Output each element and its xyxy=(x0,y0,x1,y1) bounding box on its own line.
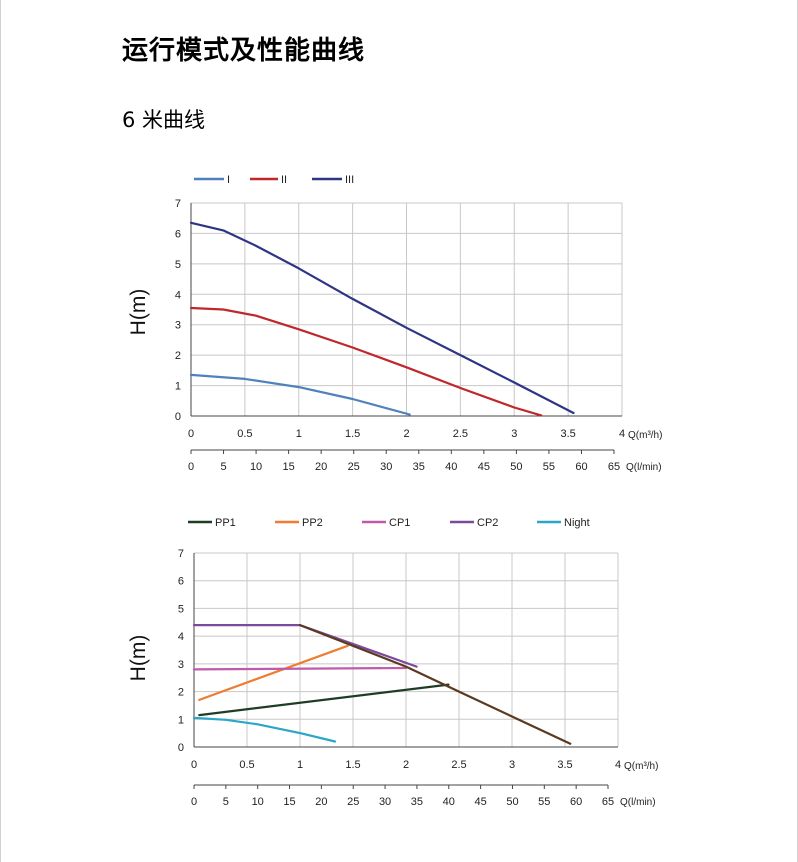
series-line xyxy=(198,644,349,701)
x-tick-label: 2.5 xyxy=(453,428,468,440)
series-line xyxy=(192,666,408,671)
x-tick-label: 0.5 xyxy=(237,428,252,440)
x-unit-label: Q(m³/h) xyxy=(624,761,658,772)
x-tick-label: 1 xyxy=(296,428,302,440)
y-tick-label: 1 xyxy=(178,714,184,726)
secondary-x-tick-label: 15 xyxy=(283,796,295,808)
secondary-x-tick-label: 35 xyxy=(413,461,425,473)
secondary-x-tick-label: 30 xyxy=(379,796,391,808)
secondary-x-tick-label: 65 xyxy=(608,461,620,473)
page-title: 运行模式及性能曲线 xyxy=(122,36,366,66)
y-tick-label: 4 xyxy=(178,631,184,643)
series-line xyxy=(189,221,575,415)
legend-label: PP2 xyxy=(302,517,323,529)
series-line xyxy=(298,624,572,745)
secondary-x-tick-label: 0 xyxy=(191,796,197,808)
x-tick-label: 2 xyxy=(403,759,409,771)
secondary-x-tick-label: 45 xyxy=(478,461,490,473)
y-tick-label: 7 xyxy=(178,548,184,560)
x-tick-label: 4 xyxy=(615,759,621,771)
secondary-x-tick-label: 20 xyxy=(315,796,327,808)
secondary-x-unit-label: Q(l/min) xyxy=(626,462,662,473)
x-tick-label: 1.5 xyxy=(345,759,360,771)
x-tick-label: 3.5 xyxy=(557,759,572,771)
x-tick-label: 3 xyxy=(511,428,517,440)
page-frame-left xyxy=(0,0,1,862)
series-line xyxy=(189,373,411,416)
y-tick-label: 5 xyxy=(178,603,184,615)
secondary-x-tick-label: 65 xyxy=(602,796,614,808)
x-tick-label: 4 xyxy=(619,428,625,440)
secondary-x-tick-label: 30 xyxy=(380,461,392,473)
secondary-x-tick-label: 15 xyxy=(282,461,294,473)
legend-label: CP2 xyxy=(477,517,498,529)
y-tick-label: 5 xyxy=(175,259,181,271)
y-axis-label: H(m) xyxy=(127,635,150,682)
secondary-x-tick-label: 60 xyxy=(575,461,587,473)
legend-label: Night xyxy=(564,517,590,529)
series-line xyxy=(198,683,450,717)
x-tick-label: 0.5 xyxy=(239,759,254,771)
secondary-x-tick-label: 5 xyxy=(220,461,226,473)
legend-label: CP1 xyxy=(389,517,410,529)
secondary-x-tick-label: 25 xyxy=(348,461,360,473)
y-tick-label: 1 xyxy=(175,381,181,393)
series-line xyxy=(189,306,543,417)
legend-label: PP1 xyxy=(215,517,236,529)
y-tick-label: 6 xyxy=(178,576,184,588)
secondary-x-tick-label: 50 xyxy=(506,796,518,808)
x-tick-label: 2.5 xyxy=(451,759,466,771)
secondary-x-tick-label: 55 xyxy=(543,461,555,473)
series-line xyxy=(192,716,337,743)
secondary-x-unit-label: Q(l/min) xyxy=(620,797,656,808)
secondary-x-tick-label: 20 xyxy=(315,461,327,473)
secondary-x-tick-label: 40 xyxy=(445,461,457,473)
y-tick-label: 2 xyxy=(175,350,181,362)
legend-label: III xyxy=(345,174,354,186)
y-tick-label: 2 xyxy=(178,687,184,699)
x-tick-label: 1 xyxy=(297,759,303,771)
y-tick-label: 7 xyxy=(175,198,181,210)
y-axis-label: H(m) xyxy=(127,289,150,336)
secondary-x-tick-label: 35 xyxy=(411,796,423,808)
y-tick-label: 4 xyxy=(175,289,181,301)
x-tick-label: 0 xyxy=(188,428,194,440)
legend-label: II xyxy=(281,174,287,186)
page-subtitle: 6 米曲线 xyxy=(122,108,206,132)
secondary-x-tick-label: 10 xyxy=(252,796,264,808)
secondary-x-tick-label: 5 xyxy=(223,796,229,808)
secondary-x-tick-label: 60 xyxy=(570,796,582,808)
x-tick-label: 3 xyxy=(509,759,515,771)
secondary-x-tick-label: 10 xyxy=(250,461,262,473)
y-tick-label: 0 xyxy=(178,742,184,754)
secondary-x-tick-label: 40 xyxy=(443,796,455,808)
y-tick-label: 6 xyxy=(175,228,181,240)
secondary-x-tick-label: 50 xyxy=(510,461,522,473)
x-tick-label: 0 xyxy=(191,759,197,771)
y-tick-label: 0 xyxy=(175,411,181,423)
y-tick-label: 3 xyxy=(175,320,181,332)
y-tick-label: 3 xyxy=(178,659,184,671)
secondary-x-tick-label: 25 xyxy=(347,796,359,808)
secondary-x-tick-label: 45 xyxy=(474,796,486,808)
x-tick-label: 1.5 xyxy=(345,428,360,440)
x-tick-label: 2 xyxy=(403,428,409,440)
legend-label: I xyxy=(227,174,230,186)
x-unit-label: Q(m³/h) xyxy=(628,430,662,441)
secondary-x-tick-label: 55 xyxy=(538,796,550,808)
x-tick-label: 3.5 xyxy=(560,428,575,440)
secondary-x-tick-label: 0 xyxy=(188,461,194,473)
